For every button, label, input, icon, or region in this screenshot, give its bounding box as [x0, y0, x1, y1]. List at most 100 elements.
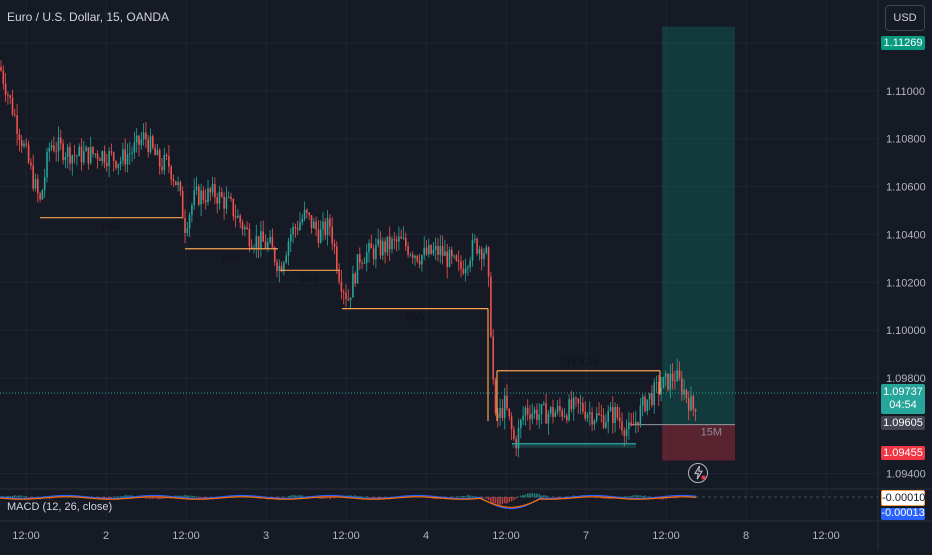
lightning-bolt-icon[interactable] [688, 463, 708, 483]
candle-body-203 [467, 267, 469, 268]
macd-hist-200 [460, 496, 462, 497]
candle-body-180 [414, 256, 416, 258]
macd-hist-224 [515, 497, 517, 499]
candle-body-260 [598, 413, 600, 415]
macd-hist-53 [122, 496, 124, 497]
candle-body-166 [382, 241, 384, 255]
x-tick-2: 12:00 [172, 530, 200, 542]
macd-hist-275 [633, 495, 635, 497]
candle-body-79 [182, 191, 184, 218]
candle-body-30 [69, 147, 71, 164]
candle-body-300 [690, 396, 692, 410]
candle-body-179 [412, 255, 414, 258]
x-tick-9: 8 [743, 530, 749, 542]
candle-body-211 [486, 247, 488, 253]
candle-body-276 [635, 422, 637, 426]
candle-body-34 [78, 147, 80, 156]
candle-body-132 [304, 210, 306, 219]
candle-body-95 [219, 192, 221, 203]
candle-body-267 [614, 407, 616, 423]
candle-body-77 [177, 182, 179, 185]
candle-body-209 [481, 249, 483, 259]
candle-body-83 [191, 205, 193, 215]
candle-body-233 [536, 409, 538, 419]
macd-hist-230 [529, 493, 531, 497]
candle-body-103 [237, 216, 239, 218]
candle-body-173 [398, 237, 400, 242]
macd-hist-227 [522, 495, 524, 497]
bar-countdown: 04:54 [881, 399, 925, 412]
macd-hist-51 [118, 496, 120, 497]
candle-body-18 [42, 190, 44, 199]
macd-hist-274 [630, 496, 632, 497]
candle-body-143 [329, 218, 331, 226]
macd-hist-277 [637, 495, 639, 497]
candle-body-59 [136, 136, 138, 143]
candle-body-6 [14, 115, 16, 116]
candle-body-288 [663, 377, 665, 388]
candle-body-50 [115, 161, 117, 168]
candle-body-158 [364, 263, 366, 264]
candle-body-272 [626, 429, 628, 436]
candle-body-106 [244, 227, 246, 229]
candle-body-219 [504, 396, 506, 418]
candle-body-40 [92, 147, 94, 154]
candle-body-231 [532, 413, 534, 419]
macd-hist-228 [525, 494, 527, 497]
candle-body-302 [695, 409, 697, 411]
candle-body-291 [670, 374, 672, 390]
macd-hist-205 [472, 496, 474, 497]
candle-body-246 [566, 416, 568, 420]
candle-body-177 [407, 246, 409, 255]
candle-body-244 [561, 411, 563, 417]
candle-body-165 [380, 239, 382, 255]
macd-hist-222 [511, 497, 513, 501]
currency-button[interactable]: USD [885, 5, 925, 31]
candle-body-69 [159, 150, 161, 167]
macd-hist-201 [463, 496, 465, 497]
candle-body-190 [437, 246, 439, 255]
candle-body-117 [269, 237, 271, 243]
candle-body-105 [242, 222, 244, 229]
candle-body-89 [205, 200, 207, 202]
x-tick-10: 12:00 [812, 530, 840, 542]
candle-body-130 [299, 223, 301, 230]
candle-body-236 [543, 403, 545, 404]
candle-body-96 [221, 192, 223, 197]
candle-body-107 [246, 227, 248, 229]
macd-hist-85 [196, 496, 198, 497]
swing-low-zone [512, 443, 636, 448]
macd-indicator-label[interactable]: MACD (12, 26, close) [7, 501, 112, 513]
macd-hist-8 [19, 495, 21, 497]
candle-body-32 [74, 155, 76, 156]
candle-body-148 [341, 282, 343, 292]
candle-body-111 [256, 236, 258, 247]
macd-hist-162 [373, 497, 375, 498]
candle-body-56 [129, 153, 131, 154]
candle-body-51 [118, 164, 120, 168]
x-tick-1: 2 [103, 530, 109, 542]
macd-hist-161 [371, 497, 373, 498]
candle-body-168 [387, 236, 389, 252]
candle-body-263 [605, 422, 607, 428]
macd-hist-157 [361, 497, 363, 498]
candle-body-126 [290, 234, 292, 241]
candle-body-159 [366, 252, 368, 263]
candle-body-286 [658, 382, 660, 394]
candle-body-16 [37, 179, 39, 193]
candle-body-99 [228, 197, 230, 198]
x-tick-6: 12:00 [492, 530, 520, 542]
macd-hist-226 [520, 496, 522, 498]
candle-body-76 [175, 181, 177, 185]
macd-hist-82 [189, 495, 191, 497]
macd-hist-271 [624, 496, 626, 497]
candle-body-11 [26, 144, 28, 145]
y-tick-8: 1.09400 [886, 469, 926, 481]
structure-label-0: BoS [102, 222, 121, 233]
candle-body-44 [101, 151, 103, 161]
candle-body-199 [458, 260, 460, 261]
candle-body-266 [612, 407, 614, 423]
candle-body-234 [538, 414, 540, 420]
